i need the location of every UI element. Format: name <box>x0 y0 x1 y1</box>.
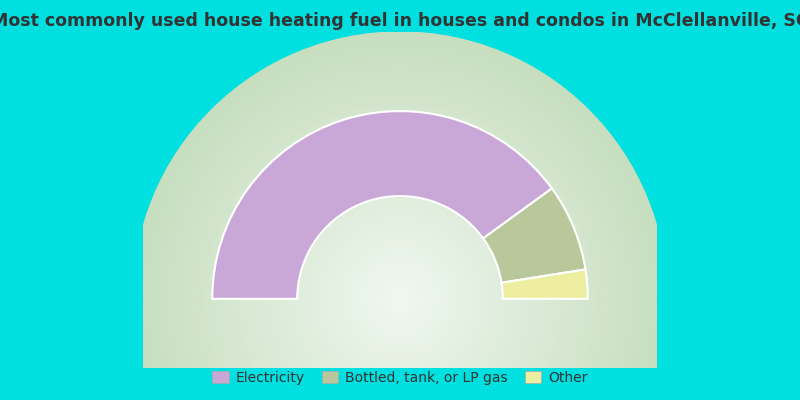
Circle shape <box>190 89 610 400</box>
Circle shape <box>260 159 540 400</box>
Circle shape <box>240 139 560 400</box>
Circle shape <box>383 282 417 316</box>
Circle shape <box>246 145 554 400</box>
Circle shape <box>200 99 600 400</box>
Circle shape <box>177 75 623 400</box>
Circle shape <box>220 119 580 400</box>
Circle shape <box>203 102 597 400</box>
Circle shape <box>160 59 640 400</box>
Circle shape <box>334 232 466 366</box>
Circle shape <box>303 202 497 396</box>
Circle shape <box>266 166 534 400</box>
Circle shape <box>210 109 590 400</box>
Circle shape <box>263 162 537 400</box>
Circle shape <box>366 266 434 332</box>
Circle shape <box>323 222 477 376</box>
Circle shape <box>370 269 430 329</box>
Circle shape <box>274 172 526 400</box>
Circle shape <box>283 182 517 400</box>
Circle shape <box>343 242 457 356</box>
Circle shape <box>300 199 500 399</box>
Circle shape <box>270 169 530 400</box>
Circle shape <box>234 132 566 400</box>
Circle shape <box>230 129 570 400</box>
Circle shape <box>374 272 426 326</box>
Circle shape <box>243 142 557 400</box>
Circle shape <box>386 286 414 312</box>
Circle shape <box>183 82 617 400</box>
Circle shape <box>320 219 480 379</box>
Circle shape <box>217 115 583 400</box>
Circle shape <box>257 156 543 400</box>
Circle shape <box>197 95 603 400</box>
Circle shape <box>153 52 647 400</box>
Circle shape <box>394 292 406 306</box>
Circle shape <box>286 186 514 400</box>
Circle shape <box>297 196 503 400</box>
Circle shape <box>194 92 606 400</box>
Circle shape <box>280 179 520 400</box>
Circle shape <box>206 105 594 400</box>
Circle shape <box>137 35 663 400</box>
Circle shape <box>223 122 577 400</box>
Circle shape <box>360 259 440 339</box>
Circle shape <box>306 206 494 392</box>
Circle shape <box>340 239 460 359</box>
Circle shape <box>180 79 620 400</box>
Circle shape <box>170 69 630 400</box>
Circle shape <box>397 296 403 302</box>
Circle shape <box>214 112 586 400</box>
Circle shape <box>354 252 446 346</box>
Circle shape <box>173 72 627 400</box>
Circle shape <box>277 176 523 400</box>
Circle shape <box>150 49 650 400</box>
Circle shape <box>337 236 463 362</box>
Wedge shape <box>502 270 588 299</box>
Circle shape <box>330 229 470 369</box>
Circle shape <box>166 65 634 400</box>
Circle shape <box>157 55 643 400</box>
Circle shape <box>377 276 423 322</box>
Circle shape <box>143 42 657 400</box>
Text: Most commonly used house heating fuel in houses and condos in McClellanville, SC: Most commonly used house heating fuel in… <box>0 12 800 30</box>
Circle shape <box>294 192 506 400</box>
Wedge shape <box>483 188 586 283</box>
Circle shape <box>350 249 450 349</box>
Circle shape <box>363 262 437 336</box>
Legend: Electricity, Bottled, tank, or LP gas, Other: Electricity, Bottled, tank, or LP gas, O… <box>208 367 592 389</box>
Circle shape <box>237 135 563 400</box>
Circle shape <box>186 85 614 400</box>
Circle shape <box>140 39 660 400</box>
Circle shape <box>346 246 454 352</box>
Circle shape <box>146 45 654 400</box>
Circle shape <box>326 226 474 372</box>
Circle shape <box>133 32 667 400</box>
Circle shape <box>310 209 490 389</box>
Circle shape <box>357 256 443 342</box>
Circle shape <box>163 62 637 400</box>
Circle shape <box>226 125 574 400</box>
Circle shape <box>317 216 483 382</box>
Wedge shape <box>212 111 552 299</box>
Circle shape <box>250 149 550 400</box>
Circle shape <box>390 289 410 309</box>
Circle shape <box>314 212 486 386</box>
Circle shape <box>380 279 420 319</box>
Circle shape <box>290 189 510 400</box>
Circle shape <box>254 152 546 400</box>
